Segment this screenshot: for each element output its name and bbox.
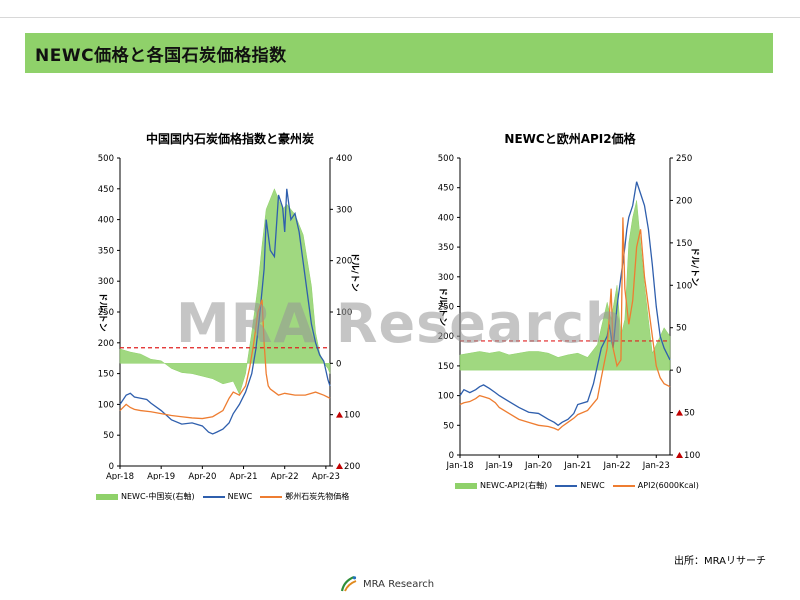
y-tick-label-right: 300: [336, 205, 352, 215]
newc-line: [459, 181, 671, 427]
legend-item-newc-1: NEWC: [202, 492, 253, 501]
y-tick-label-right: 250: [676, 154, 692, 164]
y-tick-label-right: 150: [676, 239, 692, 249]
y-tick-label-right: 100: [684, 451, 700, 461]
y-tick-label-right: 400: [336, 154, 352, 164]
legend-swatch-area: [455, 482, 477, 489]
y-tick-label-left: 50: [443, 421, 454, 431]
negative-marker: [676, 452, 683, 458]
legend-item-area-1: NEWC-中国炭(右軸): [96, 491, 195, 502]
y-tick-label-left: 200: [98, 339, 114, 349]
y-tick-label-left: 500: [98, 154, 114, 164]
legend-label-newc-1: NEWC: [227, 492, 253, 501]
chart-1: 5004504003503002502001501005004003002001…: [97, 154, 360, 480]
title-bar: NEWC価格と各国石炭価格指数: [25, 33, 773, 73]
legend-swatch-area: [96, 493, 118, 500]
legend-line-newc: [202, 495, 225, 498]
x-tick-label: Jan-18: [446, 461, 474, 471]
x-tick-label: Jan-19: [485, 461, 513, 471]
secondary-line: [459, 217, 671, 431]
y-tick-label-right: 0: [676, 366, 681, 376]
y-tick-label-right: 100: [336, 308, 352, 318]
secondary-line: [119, 299, 331, 420]
legend-item-area-2: NEWC-API2(右軸): [455, 480, 547, 491]
legend-line-newc: [555, 484, 578, 487]
legend-item-zhengzhou: 鄭州石炭先物価格: [260, 491, 349, 502]
x-tick-label: Jan-22: [603, 461, 631, 471]
negative-marker: [336, 463, 343, 469]
legend-label-newc-2: NEWC: [580, 481, 605, 490]
y-tick-label-right: 50: [684, 409, 695, 419]
y-tick-label-right: 0: [336, 359, 341, 369]
y-tick-label-right: 100: [344, 411, 360, 421]
y-tick-label-right: 200: [336, 257, 352, 267]
legend-item-api2: API2(6000Kcal): [612, 481, 699, 490]
legend-item-newc-2: NEWC: [555, 481, 605, 490]
y-axis-label-left: ドル/トン: [437, 287, 448, 326]
x-tick-label: Apr-18: [106, 472, 134, 480]
footer-logo-text: MRA Research: [363, 578, 435, 590]
chart-1-title: 中国国内石炭価格指数と豪州炭: [145, 132, 314, 146]
x-tick-label: Jan-23: [642, 461, 670, 471]
y-tick-label-left: 350: [98, 246, 114, 256]
watermark: MRA Research: [176, 292, 625, 355]
y-tick-label-left: 0: [109, 462, 114, 472]
y-tick-label-left: 250: [98, 308, 114, 318]
legend-label-api2: API2(6000Kcal): [637, 481, 699, 490]
y-tick-label-left: 300: [438, 273, 454, 283]
x-tick-label: Apr-19: [147, 472, 175, 480]
legend-line-api2: [612, 484, 635, 487]
y-tick-label-right: 200: [676, 196, 692, 206]
y-tick-label-left: 100: [98, 400, 114, 410]
header-divider: [0, 17, 800, 18]
y-tick-label-left: 450: [438, 184, 454, 194]
y-tick-label-right: 50: [676, 324, 687, 334]
negative-marker: [336, 411, 343, 418]
page-title: NEWC価格と各国石炭価格指数: [35, 45, 287, 66]
y-tick-label-left: 250: [438, 303, 454, 313]
y-tick-label-left: 450: [98, 185, 114, 195]
y-axis-label-right: ドル/トン: [689, 247, 700, 286]
y-tick-label-left: 200: [438, 332, 454, 342]
y-tick-label-left: 150: [438, 362, 454, 372]
x-tick-label: Apr-20: [188, 472, 216, 480]
y-tick-label-left: 400: [98, 216, 114, 226]
y-axis-label-left: ドル/トン: [97, 292, 108, 331]
y-tick-label-right: 200: [344, 462, 360, 472]
newc-line: [119, 188, 331, 435]
y-tick-label-left: 400: [438, 213, 454, 223]
area-series: [119, 188, 331, 395]
y-tick-label-left: 0: [449, 451, 454, 461]
chart-1-legend: NEWC-中国炭(右軸) NEWC 鄭州石炭先物価格: [96, 491, 349, 502]
legend-label-zhengzhou: 鄭州石炭先物価格: [285, 492, 350, 501]
y-tick-label-left: 300: [98, 277, 114, 287]
chart-2: 5004504003503002502001501005002502001501…: [437, 154, 700, 471]
x-tick-label: Apr-23: [312, 472, 340, 480]
y-tick-label-left: 100: [438, 392, 454, 402]
legend-label-area-1: NEWC-中国炭(右軸): [121, 492, 195, 501]
legend-line-zhengzhou: [260, 495, 283, 498]
negative-marker: [676, 409, 683, 416]
y-tick-label-right: 100: [676, 281, 692, 291]
y-axis-label-right: ドル/トン: [349, 252, 360, 291]
chart-2-legend: NEWC-API2(右軸) NEWC API2(6000Kcal): [455, 480, 699, 491]
chart-2-title: NEWCと欧州API2価格: [504, 132, 636, 146]
x-tick-label: Jan-21: [563, 461, 591, 471]
source-note: 出所：MRAリサーチ: [673, 556, 766, 567]
y-tick-label-left: 150: [98, 370, 114, 380]
y-tick-label-left: 50: [103, 431, 114, 441]
x-tick-label: Jan-20: [524, 461, 552, 471]
x-tick-label: Apr-22: [271, 472, 299, 480]
mra-logo-icon: [340, 575, 357, 592]
y-tick-label-left: 500: [438, 154, 454, 164]
footer-logo: MRA Research: [340, 575, 434, 593]
x-tick-label: Apr-21: [230, 472, 258, 480]
y-tick-label-left: 350: [438, 243, 454, 253]
legend-label-area-2: NEWC-API2(右軸): [480, 481, 548, 490]
